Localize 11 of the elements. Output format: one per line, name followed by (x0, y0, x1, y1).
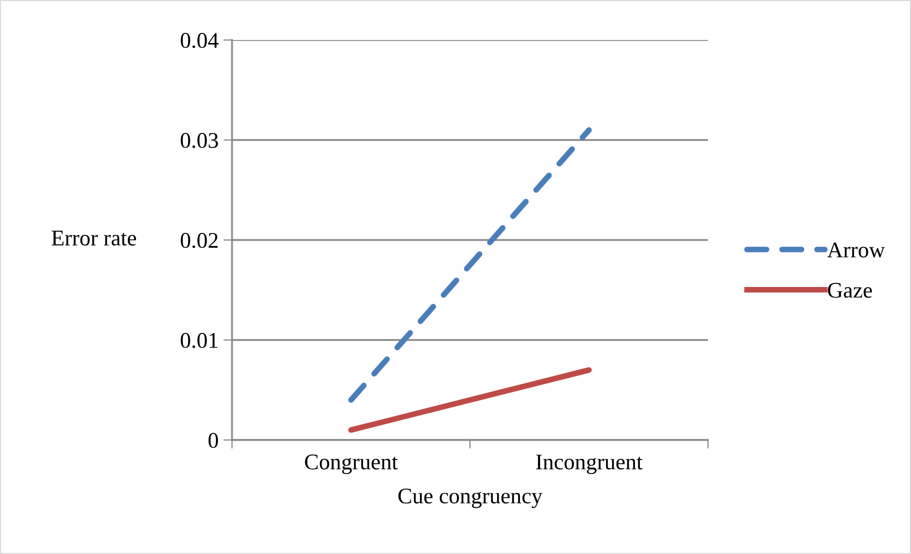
y-tick-label: 0 (208, 432, 218, 448)
x-tick-label: Congruent (305, 454, 398, 474)
y-tick-label: 0.03 (180, 132, 218, 148)
y-tick-label: 0.02 (180, 232, 218, 248)
x-axis-title: Cue congruency (398, 488, 542, 508)
x-tick-label: Incongruent (536, 454, 643, 474)
y-axis-title: Error rate (52, 230, 136, 246)
y-tick-label: 0.04 (180, 32, 218, 48)
legend-label: Arrow (827, 242, 885, 258)
y-tick-label: 0.01 (180, 332, 218, 348)
legend-label: Gaze (828, 282, 872, 298)
